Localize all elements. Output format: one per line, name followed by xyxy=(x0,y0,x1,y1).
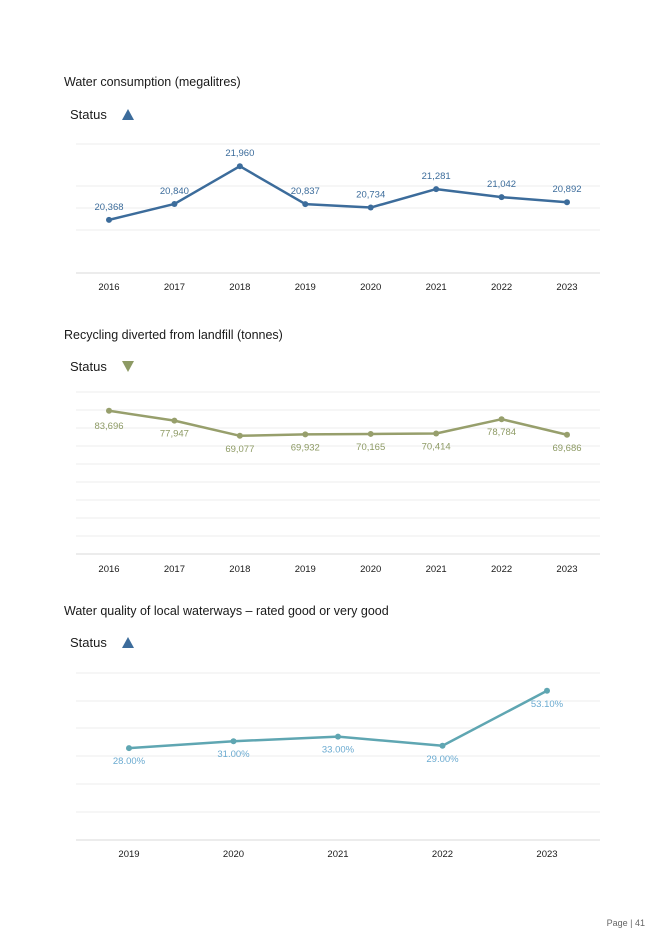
data-label: 31.00% xyxy=(217,749,250,760)
chart-1-status: Status xyxy=(70,106,135,123)
data-label: 20,837 xyxy=(291,186,320,197)
data-label: 78,784 xyxy=(487,427,516,438)
chart-3-status: Status xyxy=(70,634,135,651)
status-label: Status xyxy=(70,107,107,123)
data-point xyxy=(544,687,550,694)
data-label: 83,696 xyxy=(94,421,123,432)
data-label: 20,734 xyxy=(356,190,385,201)
x-tick-label: 2022 xyxy=(491,564,512,575)
x-tick-label: 2023 xyxy=(556,282,577,293)
data-label: 21,281 xyxy=(422,171,451,182)
page-number: Page | 41 xyxy=(606,918,645,928)
data-point xyxy=(302,431,309,438)
x-tick-label: 2023 xyxy=(556,564,577,575)
data-label: 21,960 xyxy=(225,148,254,159)
chart-1-title: Water consumption (megalitres) xyxy=(64,75,241,89)
x-tick-label: 2019 xyxy=(295,282,316,293)
data-point xyxy=(433,430,440,437)
data-label: 53.10% xyxy=(531,699,564,710)
x-tick-label: 2021 xyxy=(426,564,447,575)
data-label: 77,947 xyxy=(160,429,189,440)
data-point xyxy=(126,745,132,752)
data-point xyxy=(171,200,178,207)
data-label: 29.00% xyxy=(426,754,459,765)
chart-2-title: Recycling diverted from landfill (tonnes… xyxy=(64,328,283,342)
status-down-triangle-icon xyxy=(122,361,135,373)
data-label: 20,892 xyxy=(552,184,581,195)
data-label: 20,368 xyxy=(94,202,123,213)
x-tick-label: 2017 xyxy=(164,282,185,293)
data-point xyxy=(106,407,112,414)
data-label: 70,414 xyxy=(422,442,451,453)
data-point xyxy=(106,216,112,223)
data-point xyxy=(171,417,178,424)
data-label: 69,932 xyxy=(291,442,320,453)
data-point xyxy=(236,163,243,170)
x-tick-label: 2022 xyxy=(491,282,512,293)
data-point xyxy=(433,186,440,193)
x-tick-label: 2018 xyxy=(229,282,250,293)
x-tick-label: 2020 xyxy=(360,564,381,575)
status-label: Status xyxy=(70,635,107,651)
x-tick-label: 2023 xyxy=(536,849,557,860)
data-point xyxy=(230,738,237,745)
status-up-triangle-icon xyxy=(122,109,135,121)
chart-2-recycling: 83,696 77,947 69,077 69,932 70,165 70,414 78,7… xyxy=(76,391,600,575)
x-tick-label: 2018 xyxy=(229,564,250,575)
chart-1-water-consumption: 20,368 20,840 21,960 20,837 20,734 21,281 21,0… xyxy=(76,143,600,293)
x-tick-label: 2021 xyxy=(327,849,348,860)
status-label: Status xyxy=(70,359,107,375)
data-label: 20,840 xyxy=(160,186,189,197)
data-label: 70,165 xyxy=(356,442,385,453)
data-label: 69,686 xyxy=(552,443,581,454)
data-point xyxy=(564,431,570,438)
x-tick-label: 2016 xyxy=(98,564,119,575)
data-label: 69,077 xyxy=(225,444,254,455)
x-tick-label: 2019 xyxy=(118,849,139,860)
chart-3-water-quality: 28.00% 31.00% 33.00% 29.00% 53.10% 2019 2020 20… xyxy=(76,672,600,860)
series-line xyxy=(108,409,568,438)
x-tick-label: 2020 xyxy=(360,282,381,293)
data-point xyxy=(367,430,374,437)
data-point xyxy=(498,194,505,201)
chart-3-title: Water quality of local waterways – rated… xyxy=(64,604,389,618)
data-point xyxy=(498,416,505,423)
status-up-triangle-icon xyxy=(122,637,135,649)
chart-2-status: Status xyxy=(70,358,135,375)
data-point xyxy=(335,733,341,740)
x-tick-label: 2019 xyxy=(295,564,316,575)
data-point xyxy=(439,742,446,749)
data-label: 28.00% xyxy=(113,756,146,767)
data-label: 21,042 xyxy=(487,179,516,190)
x-tick-label: 2021 xyxy=(426,282,447,293)
x-tick-label: 2017 xyxy=(164,564,185,575)
data-label: 33.00% xyxy=(322,745,355,756)
data-point xyxy=(564,199,570,206)
x-tick-label: 2020 xyxy=(223,849,244,860)
data-point xyxy=(302,201,309,208)
data-point xyxy=(236,432,243,439)
x-tick-label: 2022 xyxy=(432,849,453,860)
data-point xyxy=(367,204,374,211)
series-line xyxy=(108,164,568,222)
x-tick-label: 2016 xyxy=(98,282,119,293)
